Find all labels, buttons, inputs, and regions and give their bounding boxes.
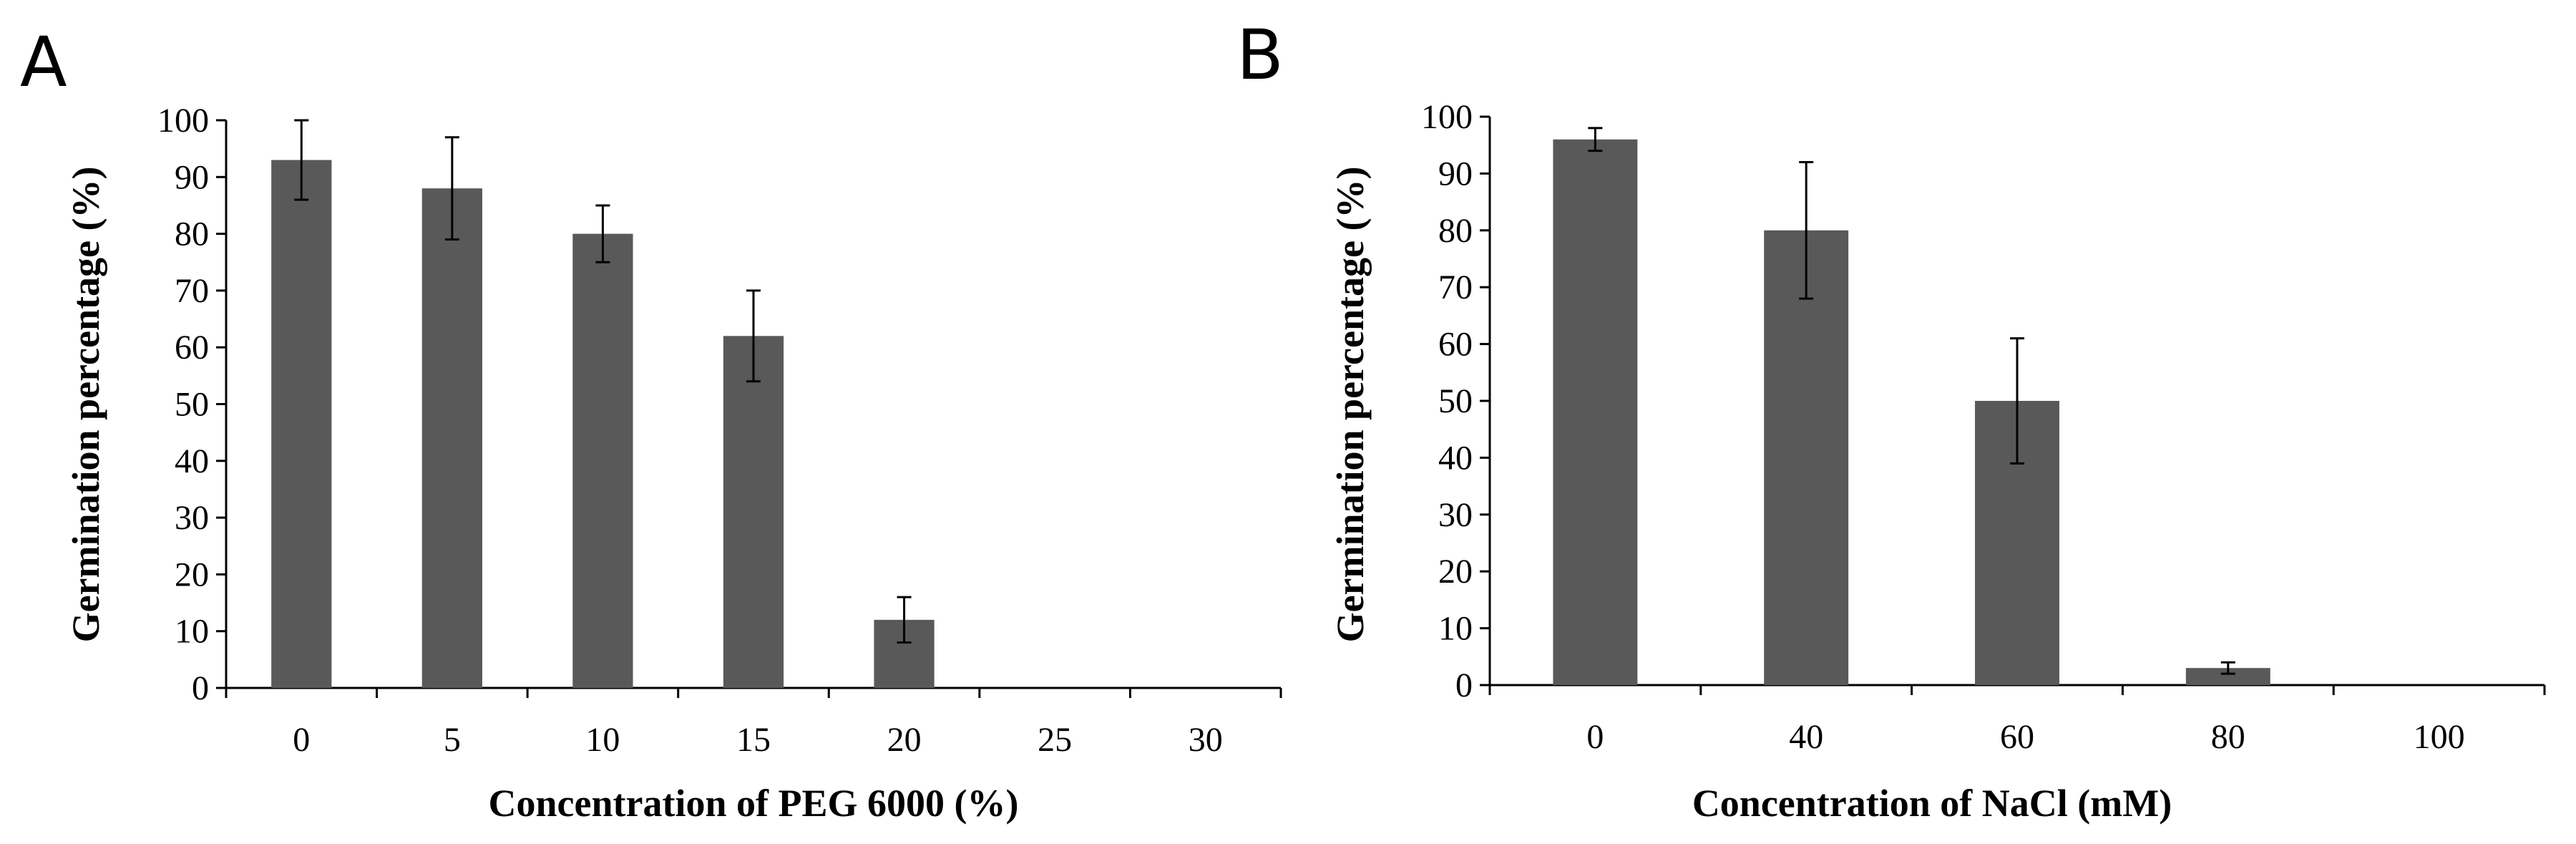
panel-b-y-tick-label: 20 bbox=[1438, 553, 1473, 591]
panel-a-y-tick-label: 70 bbox=[175, 272, 209, 310]
panel-a-letter: A bbox=[20, 22, 67, 102]
panel-a-y-tick-label: 20 bbox=[175, 556, 209, 593]
panel-b-y-tick-label: 0 bbox=[1455, 666, 1473, 704]
panel-b: B 0 10 20 30 40 50 60 70 80 90 100 0 40 60 80 100 Conce… bbox=[1236, 15, 2546, 825]
panel-a-bar bbox=[723, 336, 784, 688]
panel-a-y-tick-label: 90 bbox=[175, 158, 209, 196]
panel-a-x-tick-label: 15 bbox=[736, 721, 771, 759]
panel-a-y-tick-label: 40 bbox=[175, 442, 209, 480]
panel-b-y-tick-label: 40 bbox=[1438, 439, 1473, 477]
panel-a-y-tick-label: 60 bbox=[175, 329, 209, 367]
panel-a-y-tick-label: 80 bbox=[175, 215, 209, 253]
panel-a-x-tick-label: 0 bbox=[293, 721, 310, 759]
panel-a-x-tick-label: 20 bbox=[887, 721, 922, 759]
panel-a-y-tick-label: 0 bbox=[192, 669, 209, 707]
panel-b-y-tick-label: 60 bbox=[1438, 326, 1473, 364]
panel-a-bar bbox=[572, 233, 633, 689]
panel-a-y-tick-label: 10 bbox=[175, 613, 209, 651]
panel-a-x-tick-label: 5 bbox=[444, 721, 461, 759]
panel-b-y-title: Germination percentage (%) bbox=[1329, 167, 1372, 643]
panel-a-x-title: Concentration of PEG 6000 (%) bbox=[489, 782, 1019, 825]
panel-b-x-tick-label: 80 bbox=[2211, 718, 2245, 756]
panel-a-bar bbox=[271, 160, 332, 688]
panel-b-bar bbox=[1553, 139, 1638, 685]
panel-b-letter: B bbox=[1236, 15, 1284, 95]
panel-b-y-tick-label: 90 bbox=[1438, 155, 1473, 193]
panel-b-x-title: Concentration of NaCl (mM) bbox=[1692, 782, 2172, 825]
panel-b-x-tick-label: 0 bbox=[1586, 718, 1604, 756]
panel-b-bar bbox=[1764, 230, 1849, 685]
panel-b-y-tick-label: 80 bbox=[1438, 212, 1473, 250]
panel-a-y-tick-label: 100 bbox=[157, 102, 209, 140]
panel-a-y-tick-label: 30 bbox=[175, 499, 209, 537]
panel-a-x-tick-label: 10 bbox=[585, 721, 620, 759]
panel-b-y-tick-label: 100 bbox=[1421, 98, 1473, 136]
panel-b-y-tick-label: 30 bbox=[1438, 496, 1473, 534]
panel-a: A 0 10 20 30 40 50 60 70 80 90 100 0 5 10 15 20 25 30 Con… bbox=[20, 22, 1282, 825]
panel-b-x-tick-label: 60 bbox=[2000, 718, 2034, 756]
panel-b-y-tick-label: 50 bbox=[1438, 382, 1473, 420]
panel-b-x-tick-label: 40 bbox=[1789, 718, 1823, 756]
panel-b-y-tick-label: 10 bbox=[1438, 610, 1473, 648]
panel-b-bar bbox=[2185, 668, 2270, 685]
panel-b-marks: 0 10 20 30 40 50 60 70 80 90 100 0 40 60 80 100 bbox=[1421, 98, 2546, 756]
panel-a-marks: 0 10 20 30 40 50 60 70 80 90 100 0 5 10 15 20 25 30 bbox=[157, 102, 1282, 759]
panel-b-x-tick-label: 100 bbox=[2414, 718, 2465, 756]
panel-a-y-title: Germination percentage (%) bbox=[64, 167, 107, 643]
panel-a-bar bbox=[421, 188, 482, 688]
panel-a-x-tick-label: 25 bbox=[1038, 721, 1072, 759]
panel-b-y-tick-label: 70 bbox=[1438, 268, 1473, 306]
panel-a-x-tick-label: 30 bbox=[1189, 721, 1223, 759]
panel-a-y-tick-label: 50 bbox=[175, 386, 209, 424]
